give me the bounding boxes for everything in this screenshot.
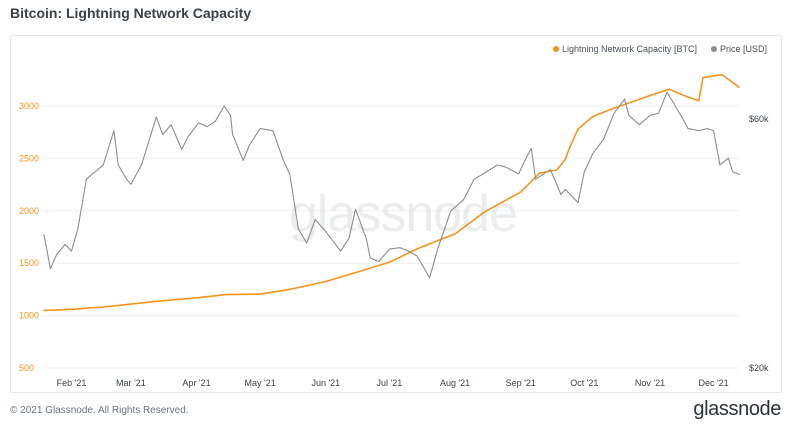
page-title: Bitcoin: Lightning Network Capacity — [10, 5, 252, 21]
x-tick-label: Nov '21 — [635, 378, 665, 388]
x-tick-label: Apr '21 — [182, 378, 210, 388]
x-tick-label: Mar '21 — [116, 378, 146, 388]
x-tick-label: Sep '21 — [506, 378, 536, 388]
y-left-tick-label: 1000 — [19, 311, 39, 321]
x-tick-label: Jul '21 — [377, 378, 403, 388]
x-tick-label: May '21 — [245, 378, 276, 388]
y-left-tick-label: 2500 — [19, 153, 39, 163]
chart-frame: glassnode 500 1000 1500 2000 2500 3000 $20k $60k… — [10, 35, 782, 393]
chart: glassnode50010001500200025003000$20k$60k… — [19, 44, 769, 388]
legend-marker-price — [711, 46, 717, 52]
x-tick-label: Aug '21 — [440, 378, 470, 388]
glassnode-logo[interactable]: glassnode — [693, 398, 781, 420]
y-left-tick-label: 2000 — [19, 206, 39, 216]
legend-label-capacity: Lightning Network Capacity [BTC] — [562, 44, 697, 54]
price-line — [43, 91, 740, 279]
x-tick-label: Dec '21 — [698, 378, 728, 388]
x-tick-label: Oct '21 — [570, 378, 598, 388]
y-right-tick-label: $60k — [749, 114, 769, 124]
x-tick-label: Feb '21 — [57, 378, 87, 388]
legend-label-price: Price [USD] — [720, 44, 767, 54]
legend-marker-capacity — [553, 46, 559, 52]
y-right-tick-label: $20k — [749, 363, 769, 373]
y-left-tick-label: 3000 — [19, 101, 39, 111]
capacity-line — [43, 73, 740, 312]
y-left-tick-label: 1500 — [19, 258, 39, 268]
copyright-text: © 2021 Glassnode. All Rights Reserved. — [10, 405, 189, 416]
x-tick-label: Jun '21 — [311, 378, 340, 388]
y-left-tick-label: 500 — [19, 363, 34, 373]
